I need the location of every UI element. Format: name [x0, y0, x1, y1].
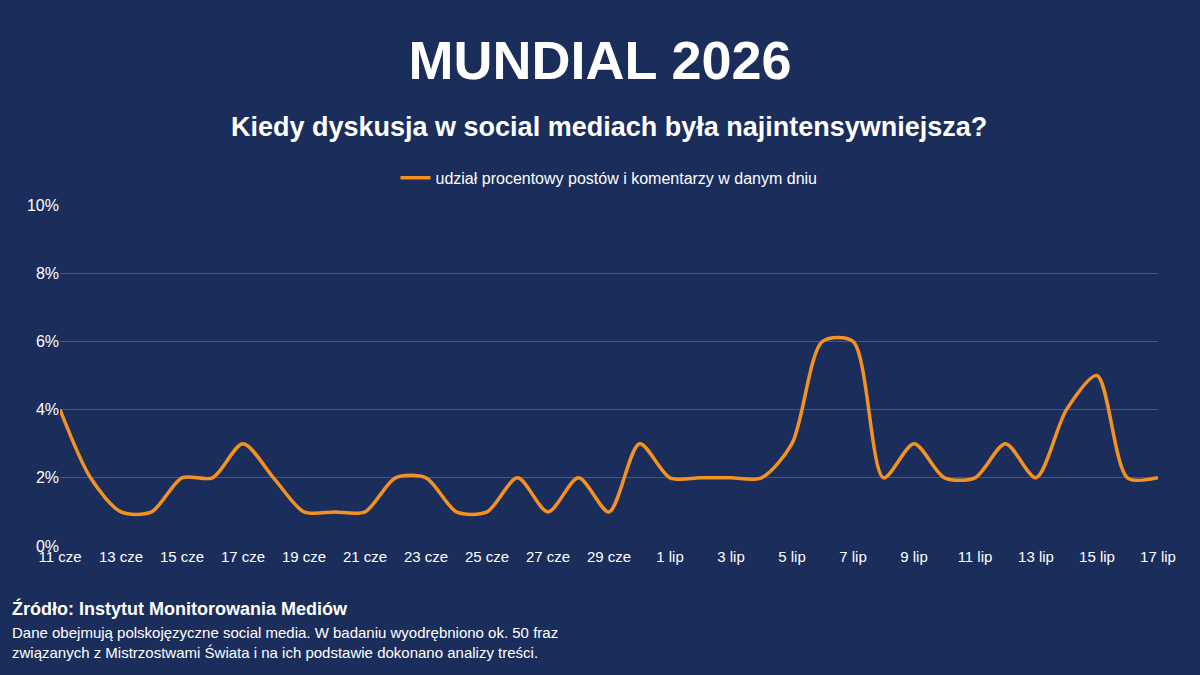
svg-text:21 cze: 21 cze [343, 548, 387, 565]
svg-text:2%: 2% [36, 469, 59, 486]
svg-text:19 cze: 19 cze [282, 548, 326, 565]
svg-text:5 lip: 5 lip [778, 548, 806, 565]
svg-text:13 lip: 13 lip [1018, 548, 1054, 565]
svg-text:6%: 6% [36, 333, 59, 350]
svg-text:7 lip: 7 lip [839, 548, 867, 565]
svg-text:10%: 10% [27, 197, 59, 214]
svg-text:29 cze: 29 cze [587, 548, 631, 565]
svg-text:15 lip: 15 lip [1079, 548, 1115, 565]
svg-text:11 lip: 11 lip [958, 548, 993, 565]
svg-text:17 cze: 17 cze [221, 548, 265, 565]
svg-text:23 cze: 23 cze [404, 548, 448, 565]
svg-text:3 lip: 3 lip [717, 548, 745, 565]
svg-text:25 cze: 25 cze [465, 548, 509, 565]
svg-text:Źródło: Instytut Monitorowania: Źródło: Instytut Monitorowania Mediów [12, 598, 348, 619]
svg-text:17 lip: 17 lip [1140, 548, 1176, 565]
svg-text:1 lip: 1 lip [656, 548, 684, 565]
svg-text:udział procentowy postów i kom: udział procentowy postów i komentarzy w … [436, 170, 818, 187]
svg-text:Dane obejmują polskojęzyczne s: Dane obejmują polskojęzyczne social medi… [12, 624, 558, 661]
svg-text:MUNDIAL 2026: MUNDIAL 2026 [408, 30, 791, 90]
svg-text:4%: 4% [36, 401, 59, 418]
svg-text:0%: 0% [36, 538, 59, 555]
svg-text:13 cze: 13 cze [99, 548, 143, 565]
svg-text:Kiedy dyskusja w social mediac: Kiedy dyskusja w social mediach była naj… [231, 112, 987, 142]
svg-text:15 cze: 15 cze [160, 548, 204, 565]
svg-text:9 lip: 9 lip [900, 548, 928, 565]
svg-text:11 cze: 11 cze [38, 548, 81, 565]
svg-text:8%: 8% [36, 265, 59, 282]
svg-text:27 cze: 27 cze [526, 548, 570, 565]
